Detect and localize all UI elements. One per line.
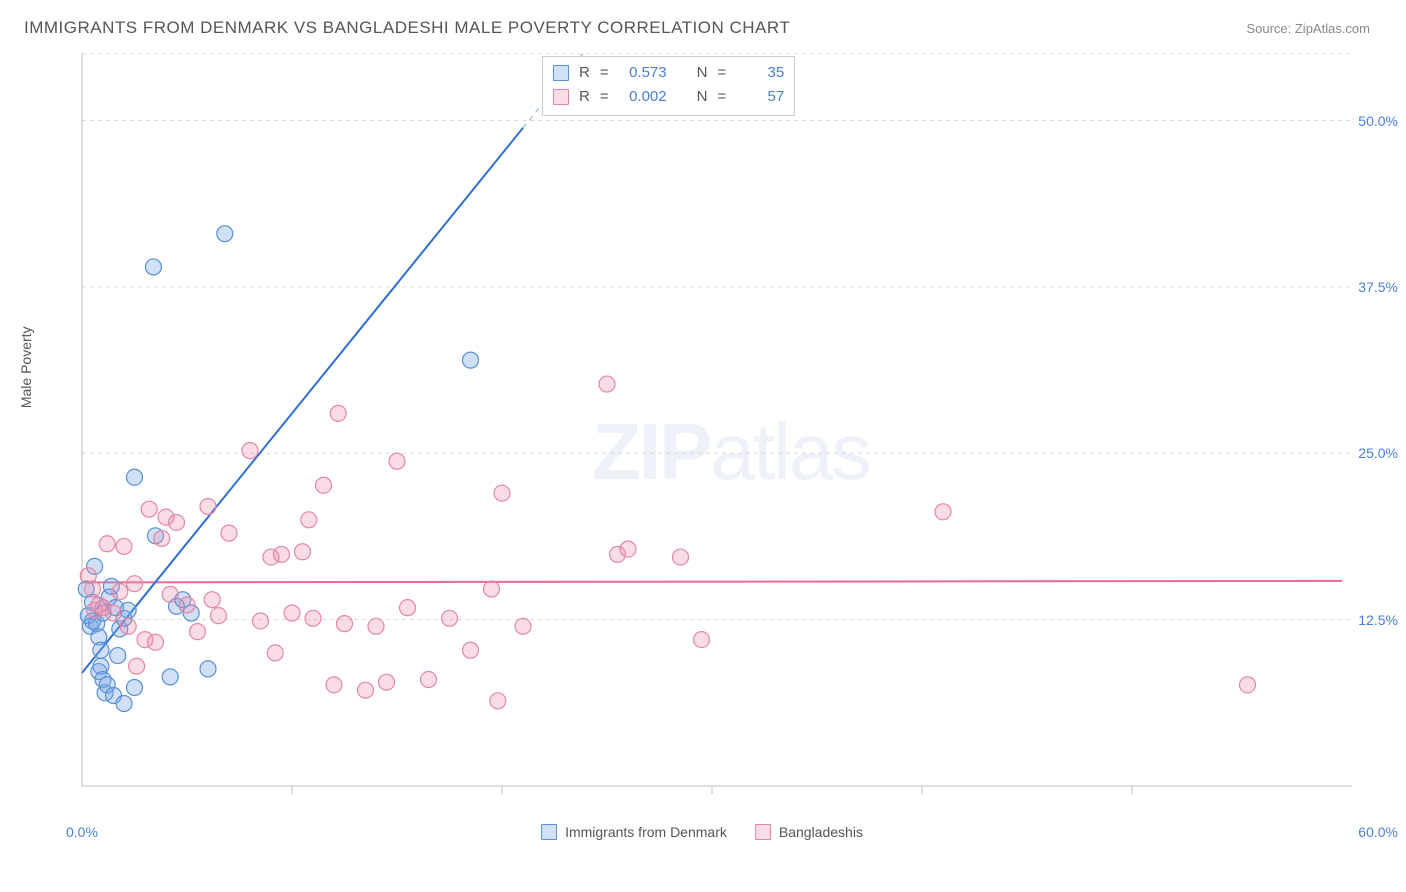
legend: Immigrants from Denmark Bangladeshis bbox=[541, 824, 863, 840]
swatch-denmark bbox=[553, 65, 569, 81]
n-value-bangladeshi: 57 bbox=[736, 85, 784, 109]
plot-area: Male Poverty ZIPatlas R = 0.573 N = 35 R… bbox=[32, 46, 1372, 836]
eq-label-2: = bbox=[717, 61, 726, 85]
r-value-denmark: 0.573 bbox=[619, 61, 667, 85]
corr-row-denmark: R = 0.573 N = 35 bbox=[553, 61, 784, 85]
legend-item-bangladeshi: Bangladeshis bbox=[755, 824, 863, 840]
source-name: ZipAtlas.com bbox=[1295, 21, 1370, 36]
legend-label-denmark: Immigrants from Denmark bbox=[565, 824, 727, 840]
eq-label-3: = bbox=[600, 85, 609, 109]
r-value-bangladeshi: 0.002 bbox=[619, 85, 667, 109]
y-tick-label: 25.0% bbox=[1358, 445, 1398, 461]
legend-label-bangladeshi: Bangladeshis bbox=[779, 824, 863, 840]
chart-container: IMMIGRANTS FROM DENMARK VS BANGLADESHI M… bbox=[0, 0, 1406, 892]
swatch-bangladeshi bbox=[553, 89, 569, 105]
source-label: Source: ZipAtlas.com bbox=[1246, 21, 1370, 36]
y-tick-label: 12.5% bbox=[1358, 612, 1398, 628]
y-tick-label: 50.0% bbox=[1358, 113, 1398, 129]
eq-label-4: = bbox=[717, 85, 726, 109]
corr-row-bangladeshi: R = 0.002 N = 57 bbox=[553, 85, 784, 109]
header-bar: IMMIGRANTS FROM DENMARK VS BANGLADESHI M… bbox=[24, 18, 1376, 38]
chart-title: IMMIGRANTS FROM DENMARK VS BANGLADESHI M… bbox=[24, 18, 790, 38]
r-label-2: R bbox=[579, 85, 590, 109]
x-max-label: 60.0% bbox=[1358, 824, 1398, 840]
legend-swatch-bangladeshi bbox=[755, 824, 771, 840]
correlation-box: R = 0.573 N = 35 R = 0.002 N = 57 bbox=[542, 56, 795, 116]
scatter-chart bbox=[62, 46, 1352, 806]
legend-swatch-denmark bbox=[541, 824, 557, 840]
legend-item-denmark: Immigrants from Denmark bbox=[541, 824, 727, 840]
eq-label: = bbox=[600, 61, 609, 85]
n-label-2: N bbox=[697, 85, 708, 109]
x-min-label: 0.0% bbox=[66, 824, 98, 840]
n-label: N bbox=[697, 61, 708, 85]
source-prefix: Source: bbox=[1246, 21, 1294, 36]
n-value-denmark: 35 bbox=[736, 61, 784, 85]
r-label: R bbox=[579, 61, 590, 85]
y-axis-label: Male Poverty bbox=[18, 326, 34, 408]
y-tick-label: 37.5% bbox=[1358, 279, 1398, 295]
